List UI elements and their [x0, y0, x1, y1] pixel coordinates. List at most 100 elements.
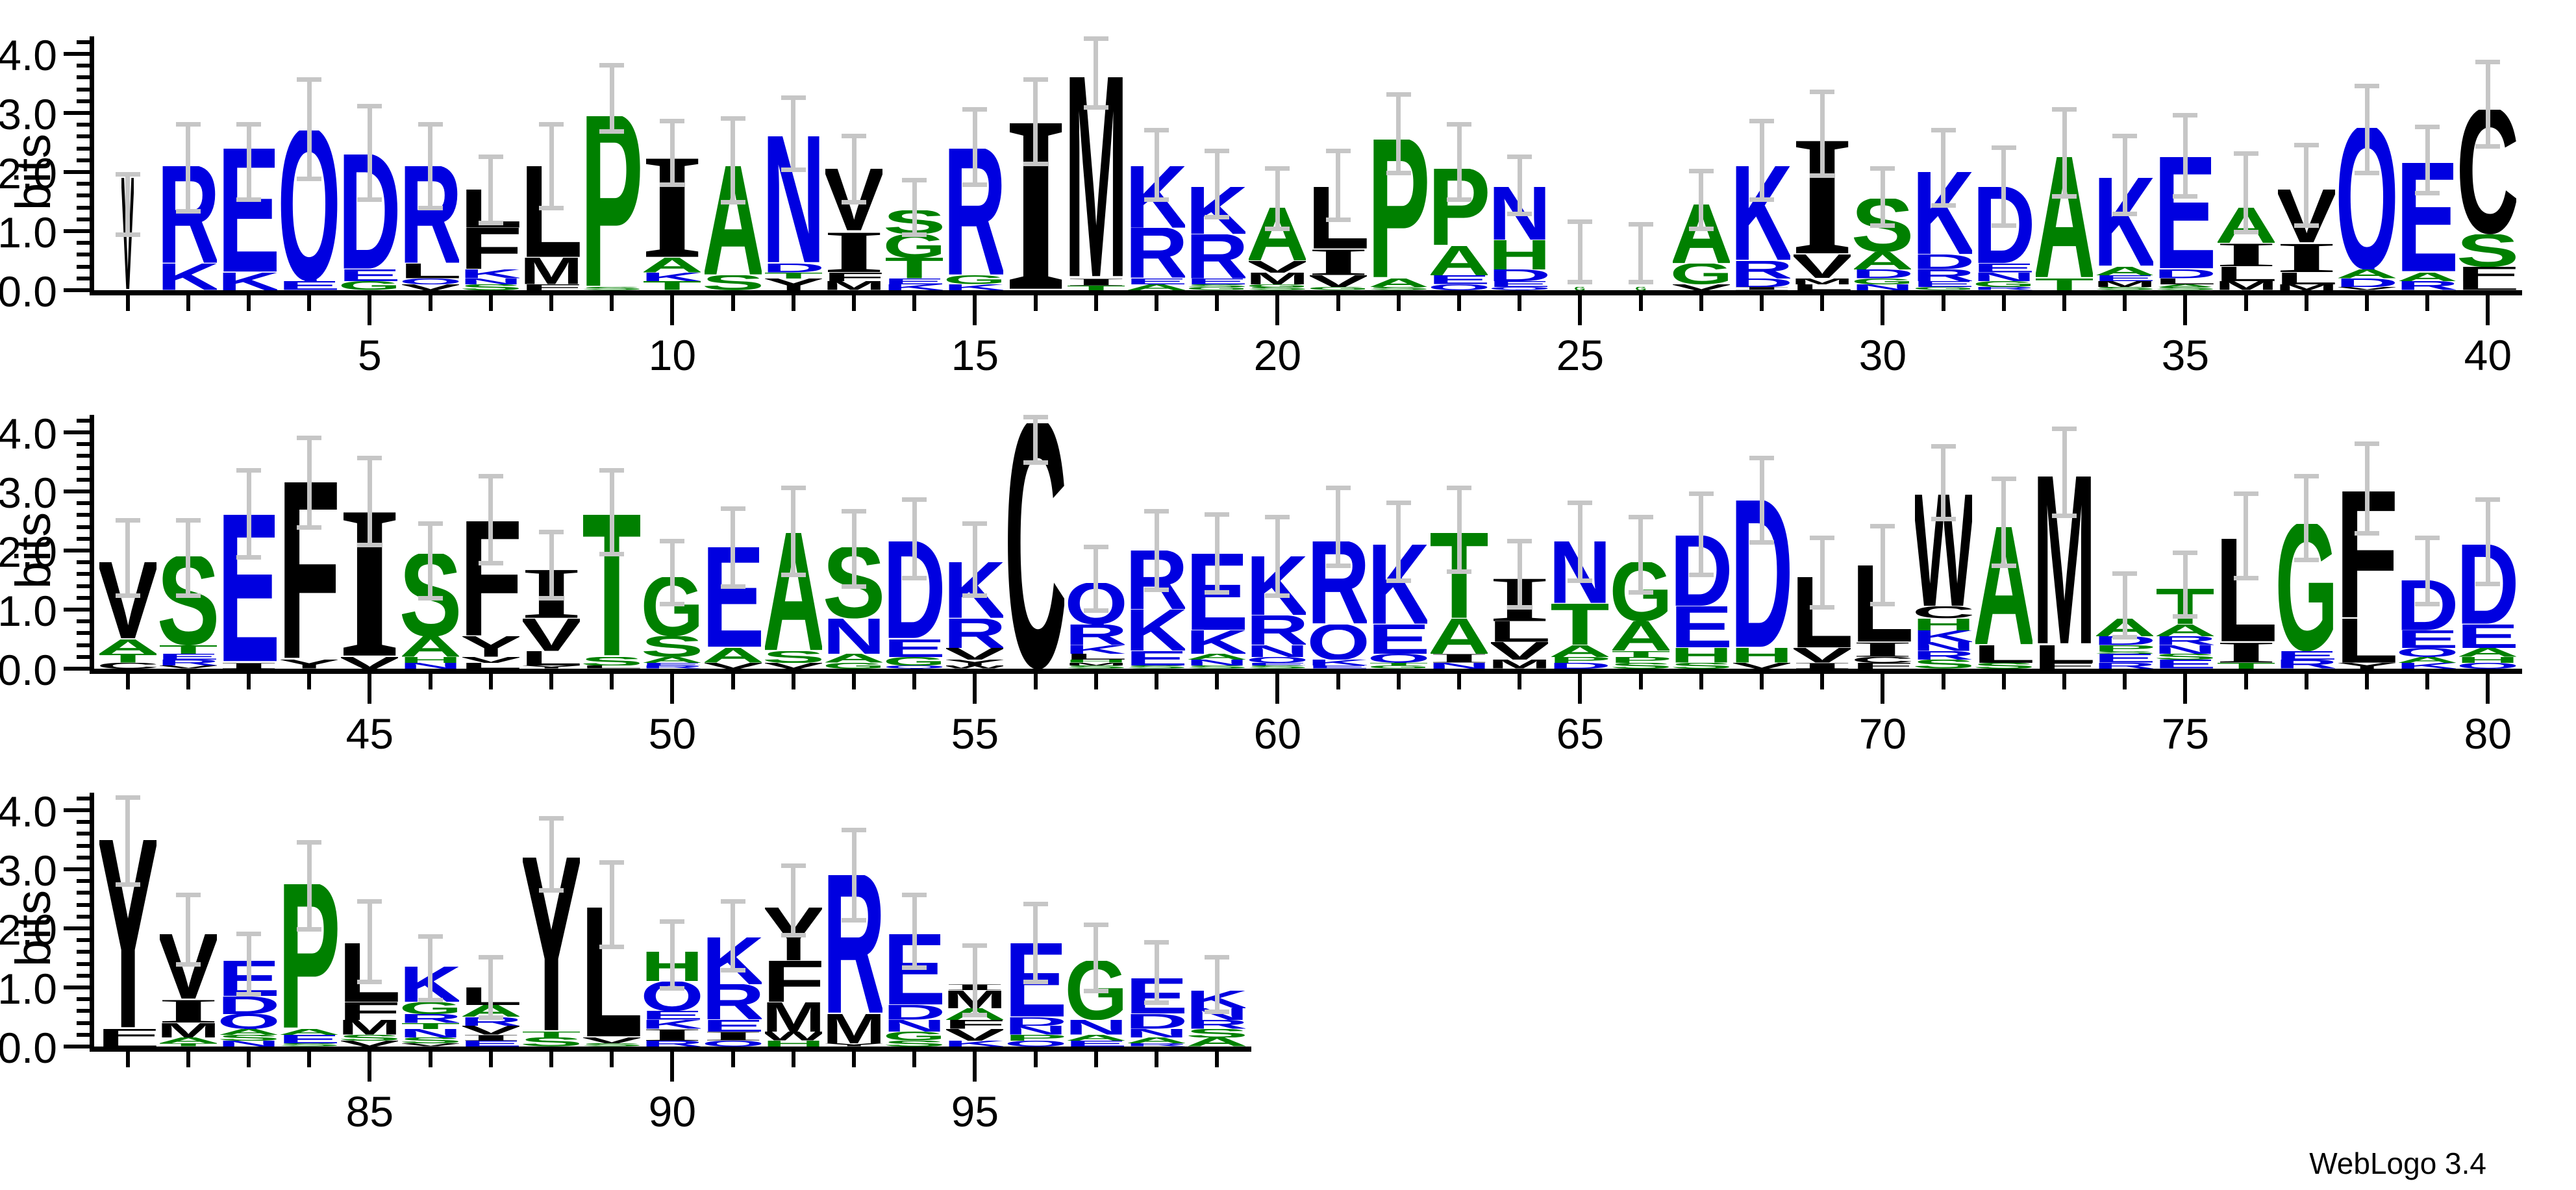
logo-letter: R [402, 1014, 459, 1023]
error-bar-cap-top [720, 116, 745, 121]
svg-text:G: G [1854, 279, 1911, 284]
y-axis-tick [77, 264, 90, 269]
svg-text:I: I [2278, 243, 2335, 273]
logo-letter: V [705, 663, 762, 669]
error-bar [912, 497, 917, 580]
logo-letter: M [765, 1002, 822, 1032]
svg-text:A: A [2459, 648, 2516, 657]
x-axis-tick [791, 1052, 795, 1067]
error-bar [186, 517, 191, 598]
logo-letter: K [2399, 663, 2456, 669]
x-axis-tick [852, 674, 856, 689]
svg-text:S: S [1188, 284, 1245, 288]
logo-letter: K [1128, 610, 1185, 651]
y-axis-tick [77, 572, 90, 576]
svg-text:A: A [1188, 654, 1245, 660]
svg-text:M: M [2278, 284, 2335, 290]
svg-text:S: S [765, 651, 822, 663]
error-bar-cap-top [2355, 83, 2379, 88]
logo-letter: P [2096, 645, 2153, 651]
error-bar-cap-bottom [962, 1012, 988, 1017]
logo-letter: L [2036, 645, 2093, 663]
logo-letter: A [281, 1029, 338, 1035]
x-axis-tick [2304, 674, 2308, 689]
logo-letter: G [1575, 287, 1585, 290]
x-axis-tick [1215, 1052, 1219, 1067]
error-bar [1336, 485, 1341, 569]
x-axis-tick [1518, 674, 1522, 689]
error-bar-cap-top [1931, 444, 1956, 449]
error-bar-cap-top [1205, 512, 1230, 517]
svg-text:R: R [2157, 636, 2214, 645]
logo-letter: V [583, 1037, 640, 1043]
logo-letter: Q [1249, 657, 1306, 663]
logo-letter: G [886, 1032, 943, 1041]
error-bar-cap-bottom [357, 543, 382, 548]
y-tick-label: 3.0 [0, 90, 57, 138]
x-axis-tick [2425, 674, 2430, 689]
error-bar-cap-top [1083, 922, 1108, 927]
error-bar-cap-top [1144, 940, 1169, 945]
svg-text:A: A [2157, 625, 2214, 636]
logo-letter: K [160, 264, 217, 290]
svg-text:Q: Q [220, 1014, 277, 1029]
error-bar-cap-top [115, 517, 140, 523]
svg-text:S: S [2459, 234, 2516, 267]
error-bar-cap-top [1023, 77, 1048, 82]
logo-letter: L [2338, 619, 2395, 663]
error-bar-cap-top [1447, 121, 1471, 127]
x-axis-tick [247, 295, 251, 311]
svg-text:D: D [1551, 663, 1608, 669]
x-tick-label: 15 [951, 331, 999, 379]
logo-letter: I [2218, 243, 2275, 266]
error-bar [2062, 106, 2067, 199]
error-bar-cap-bottom [2294, 558, 2319, 563]
error-bar [549, 530, 554, 601]
logo-letter: T [765, 273, 822, 279]
error-bar [1094, 36, 1099, 110]
error-bar [186, 893, 191, 967]
logo-letter: A [1612, 621, 1669, 651]
logo-letter: M [160, 1023, 217, 1038]
logo-letter: A [1188, 654, 1245, 660]
svg-text:I: I [1310, 249, 1367, 275]
error-bar [2364, 83, 2370, 175]
error-bar-cap-top [236, 467, 261, 473]
logo-letter: D [1915, 254, 1972, 269]
error-bar [2304, 142, 2309, 229]
svg-text:M: M [2218, 281, 2275, 290]
svg-text:D: D [1915, 254, 1972, 269]
x-tick-label: 55 [951, 710, 999, 758]
svg-text:F: F [523, 284, 580, 290]
x-axis-tick [912, 295, 917, 311]
y-tick-label: 2.0 [0, 906, 57, 954]
x-tick-label: 5 [358, 331, 382, 379]
svg-text:S: S [886, 1041, 943, 1047]
svg-text:R: R [946, 619, 1003, 649]
x-axis-tick [1638, 674, 1643, 689]
svg-text:T: T [1551, 604, 1608, 645]
x-axis-tick [1155, 295, 1158, 311]
logo-letter: N [2157, 645, 2214, 654]
svg-text:W: W [946, 665, 1003, 669]
svg-text:S: S [1370, 287, 1427, 290]
x-axis-tick [973, 295, 977, 325]
svg-text:S: S [1249, 665, 1306, 669]
logo-letter: M [1794, 279, 1851, 284]
error-bar-cap-top [478, 473, 503, 478]
svg-text:S: S [2157, 287, 2214, 290]
svg-text:K: K [2399, 663, 2456, 669]
logo-letter: N [1188, 660, 1245, 665]
error-bar-cap-top [357, 104, 382, 109]
x-axis-tick [549, 295, 553, 311]
svg-text:E: E [1370, 625, 1427, 654]
error-bar-cap-bottom [236, 991, 261, 997]
logo-letter: Y [462, 636, 519, 657]
y-tick-label: 2.0 [0, 149, 57, 197]
error-bar [851, 133, 857, 205]
x-axis-tick [549, 1052, 553, 1067]
logo-letter: K [1915, 630, 1972, 642]
error-bar-cap-top [660, 538, 685, 543]
logo-letter: A [2157, 284, 2214, 288]
logo-letter: S [1068, 665, 1125, 669]
